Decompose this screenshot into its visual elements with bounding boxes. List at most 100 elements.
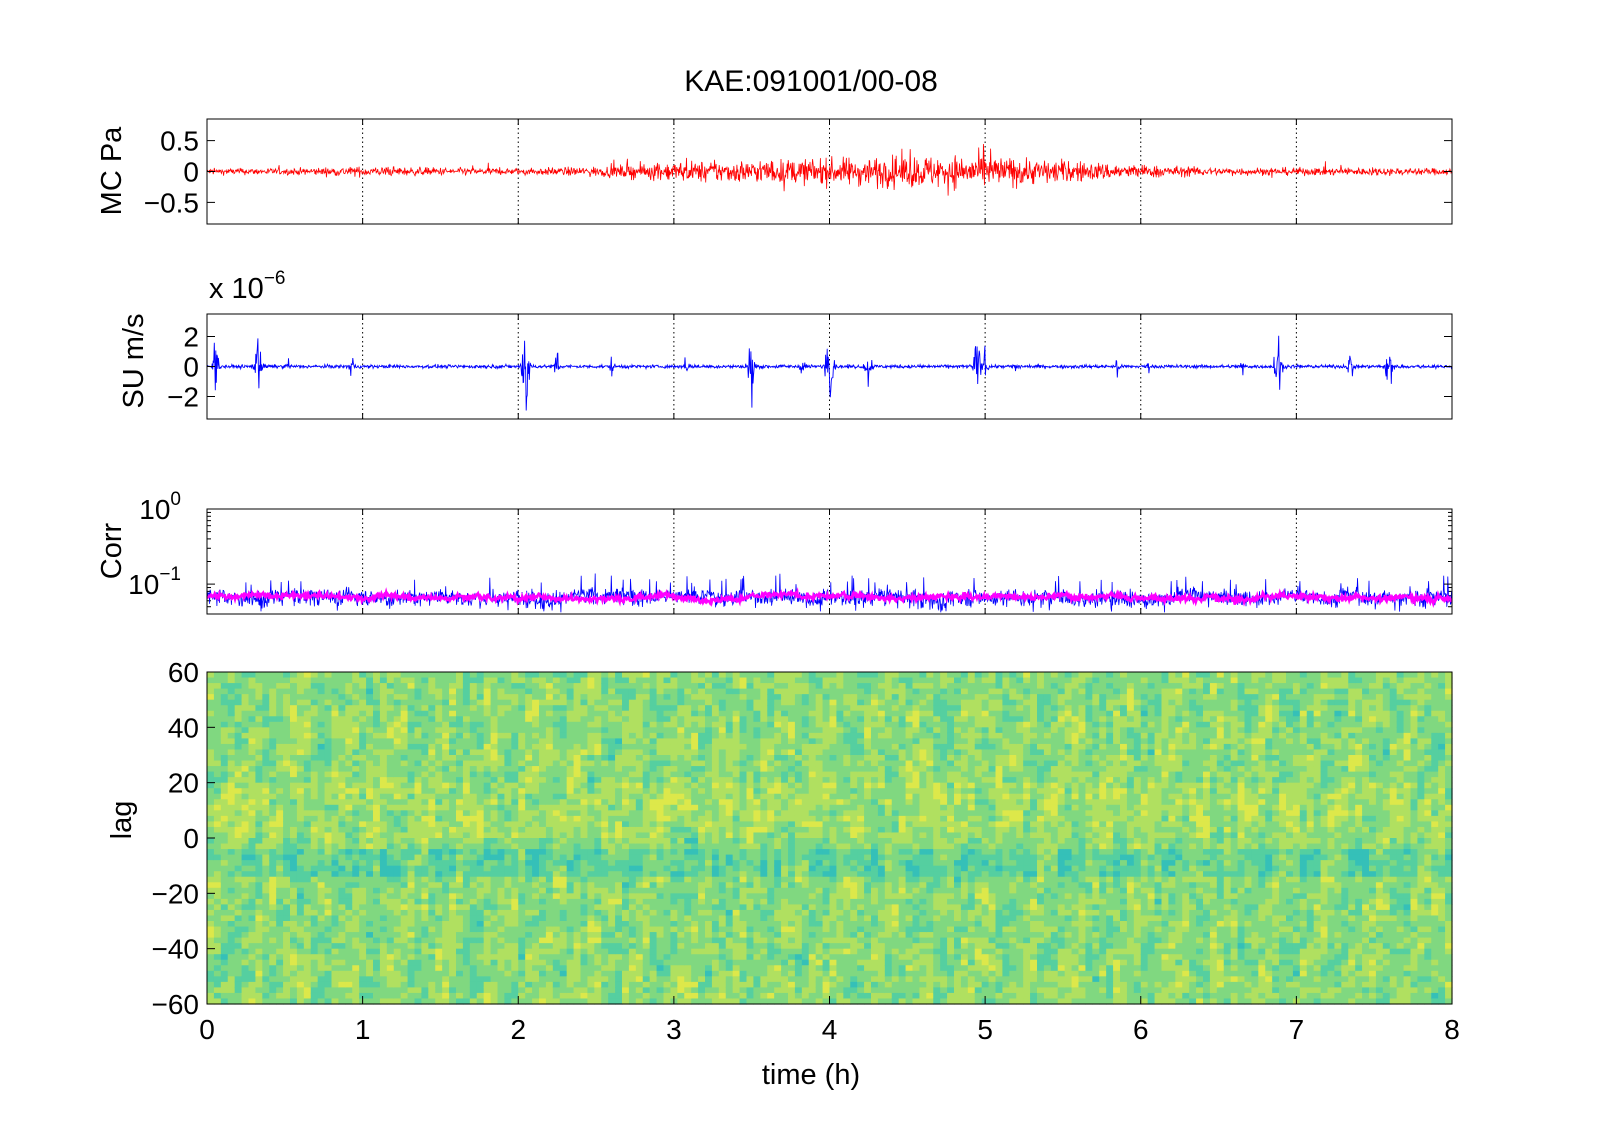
heatmap-cell (477, 855, 485, 861)
heatmap-cell (373, 678, 381, 684)
heatmap-cell (498, 899, 506, 905)
heatmap-cell (394, 866, 402, 872)
heatmap-cell (456, 932, 464, 938)
heatmap-cell (712, 772, 720, 778)
heatmap-cell (518, 866, 526, 872)
heatmap-cell (456, 766, 464, 772)
heatmap-cell (297, 694, 305, 700)
heatmap-cell (235, 860, 243, 866)
heatmap-cell (574, 921, 582, 927)
heatmap-cell (525, 949, 533, 955)
heatmap-cell (318, 882, 326, 888)
heatmap-cell (691, 871, 699, 877)
heatmap-cell (214, 810, 222, 816)
heatmap-cell (518, 716, 526, 722)
heatmap-cell (262, 838, 270, 844)
heatmap-cell (712, 722, 720, 728)
heatmap-cell (290, 821, 298, 827)
heatmap-cell (532, 954, 540, 960)
heatmap-cell (387, 694, 395, 700)
heatmap-cell (366, 838, 374, 844)
heatmap-cell (733, 893, 741, 899)
heatmap-cell (221, 960, 229, 966)
heatmap-cell (408, 761, 416, 767)
heatmap-cell (747, 893, 755, 899)
heatmap-cell (491, 700, 499, 706)
heatmap-cell (338, 888, 346, 894)
heatmap-cell (325, 733, 333, 739)
heatmap-cell (532, 810, 540, 816)
heatmap-cell (311, 860, 319, 866)
heatmap-cell (643, 910, 651, 916)
heatmap-cell (325, 899, 333, 905)
heatmap-cell (740, 744, 748, 750)
heatmap-cell (456, 777, 464, 783)
heatmap-cell (373, 755, 381, 761)
heatmap-cell (415, 976, 423, 982)
heatmap-cell (366, 871, 374, 877)
heatmap-cell (657, 932, 665, 938)
heatmap-cell (297, 689, 305, 695)
heatmap-cell (387, 943, 395, 949)
heatmap-cell (574, 700, 582, 706)
heatmap-cell (753, 899, 761, 905)
heatmap-cell (691, 971, 699, 977)
heatmap-cell (332, 904, 340, 910)
heatmap-cell (691, 927, 699, 933)
heatmap-cell (235, 694, 243, 700)
heatmap-cell (587, 821, 595, 827)
heatmap-cell (504, 761, 512, 767)
heatmap-cell (525, 982, 533, 988)
heatmap-cell (491, 678, 499, 684)
heatmap-cell (712, 816, 720, 822)
heatmap-cell (670, 727, 678, 733)
heatmap-cell (373, 816, 381, 822)
heatmap-cell (567, 982, 575, 988)
heatmap-cell (560, 678, 568, 684)
heatmap-cell (594, 938, 602, 944)
heatmap-cell (643, 772, 651, 778)
heatmap-cell (428, 927, 436, 933)
heatmap-cell (380, 838, 388, 844)
heatmap-cell (325, 927, 333, 933)
heatmap-cell (650, 866, 658, 872)
heatmap-cell (629, 832, 637, 838)
heatmap-cell (726, 672, 734, 678)
heatmap-cell (567, 711, 575, 717)
heatmap-cell (373, 761, 381, 767)
heatmap-cell (684, 805, 692, 811)
heatmap-cell (297, 899, 305, 905)
heatmap-cell (338, 932, 346, 938)
heatmap-cell (387, 810, 395, 816)
heatmap-cell (539, 866, 547, 872)
heatmap-cell (518, 954, 526, 960)
heatmap-cell (698, 844, 706, 850)
heatmap-cell (421, 921, 429, 927)
heatmap-cell (608, 982, 616, 988)
heatmap-cell (387, 805, 395, 811)
heatmap-cell (255, 821, 263, 827)
heatmap-cell (753, 915, 761, 921)
heatmap-cell (207, 772, 215, 778)
heatmap-cell (214, 727, 222, 733)
heatmap-cell (442, 960, 450, 966)
heatmap-cell (477, 938, 485, 944)
heatmap-cell (345, 938, 353, 944)
heatmap-cell (380, 832, 388, 838)
heatmap-cell (608, 783, 616, 789)
heatmap-cell (338, 927, 346, 933)
heatmap-cell (456, 794, 464, 800)
heatmap-cell (622, 904, 630, 910)
heatmap-cell (574, 910, 582, 916)
heatmap-cell (747, 705, 755, 711)
heatmap-cell (504, 965, 512, 971)
heatmap-cell (615, 938, 623, 944)
heatmap-cell (345, 993, 353, 999)
heatmap-cell (470, 738, 478, 744)
heatmap-cell (262, 882, 270, 888)
heatmap-cell (698, 672, 706, 678)
heatmap-cell (373, 749, 381, 755)
heatmap-cell (546, 943, 554, 949)
heatmap-cell (747, 971, 755, 977)
heatmap-cell (484, 749, 492, 755)
